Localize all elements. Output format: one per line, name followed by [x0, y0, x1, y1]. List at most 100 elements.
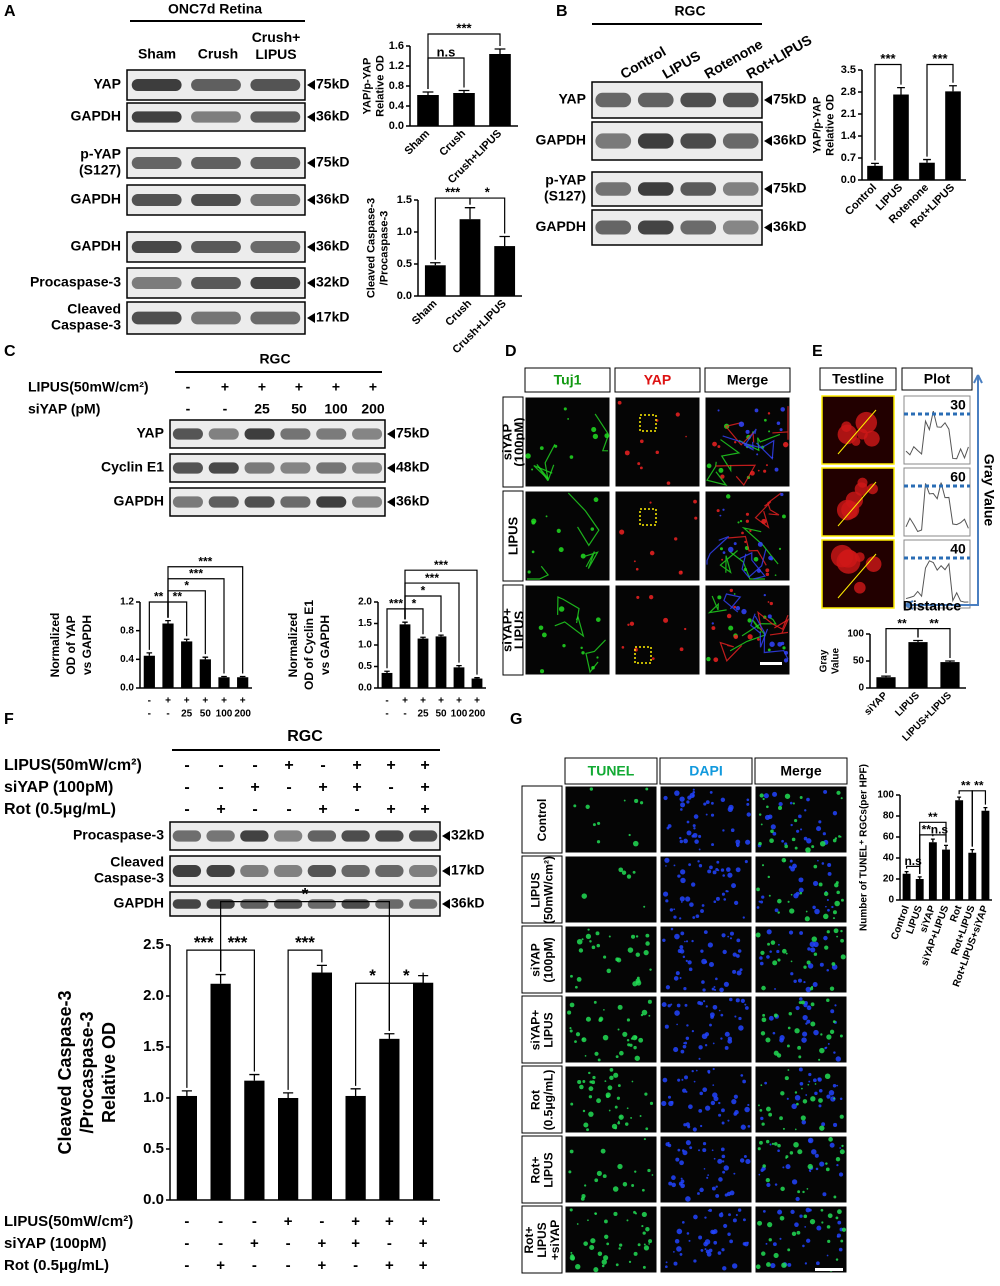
blot-label: GAPDH: [70, 191, 121, 207]
cell: [634, 798, 639, 804]
cell: [626, 1039, 630, 1042]
cell: [779, 1035, 785, 1041]
cell: [718, 1009, 721, 1012]
cell: [674, 933, 680, 940]
cell: [594, 1212, 597, 1215]
neurite: [772, 406, 789, 440]
band: [273, 830, 303, 842]
error-bar: [420, 636, 426, 639]
cell: [643, 905, 646, 908]
cell: [760, 950, 765, 956]
condition-mark: -: [354, 801, 359, 818]
cell: [753, 556, 759, 562]
condition-mark: +: [386, 757, 395, 774]
cell: [697, 1192, 700, 1195]
cell: [617, 400, 622, 405]
cell: [649, 501, 652, 504]
cell: [594, 1051, 599, 1056]
cell: [719, 987, 724, 993]
cell: [642, 1231, 646, 1235]
cell: [639, 1115, 642, 1117]
band: [595, 182, 632, 196]
marker-arrow: [387, 463, 395, 473]
marker-arrow: [764, 222, 772, 233]
cell: [531, 550, 535, 554]
bar: [413, 982, 434, 1200]
cell: [661, 1002, 667, 1008]
cell: [806, 960, 811, 965]
bar: [453, 93, 475, 126]
axis-arrows: [904, 374, 983, 610]
cell: [782, 948, 787, 954]
cell: [765, 572, 770, 577]
condition-mark: -: [184, 757, 189, 774]
condition-mark: +: [284, 757, 293, 774]
cell: [827, 863, 832, 868]
cell: [735, 606, 741, 611]
cell: [733, 593, 736, 595]
cell: [570, 1102, 574, 1106]
cell: [790, 823, 793, 827]
condition-mark: 100: [216, 709, 233, 720]
bar: [399, 624, 411, 688]
cell: [865, 556, 882, 572]
row-label: LIPUS: [511, 611, 526, 650]
cell: [722, 874, 725, 877]
cell: [760, 900, 764, 904]
bar: [919, 162, 935, 180]
cell: [679, 836, 682, 840]
condition-mark: -: [385, 709, 388, 720]
bar: [459, 219, 481, 296]
cell: [767, 648, 771, 652]
cell: [593, 497, 599, 503]
cell: [826, 968, 829, 972]
y-tick-label: 40: [883, 853, 895, 864]
cell: [824, 1046, 827, 1050]
cell: [725, 494, 731, 499]
cell: [608, 935, 611, 938]
band: [722, 220, 759, 235]
cell: [687, 1125, 691, 1129]
size-label: 36kD: [316, 191, 349, 207]
error-bar: [249, 1073, 260, 1081]
cell: [636, 595, 640, 599]
blot-label: Procaspase-3: [73, 827, 164, 843]
cell: [777, 1143, 781, 1148]
condition-mark: +: [250, 1235, 259, 1252]
error-bar: [913, 639, 923, 643]
micrograph: [524, 490, 611, 582]
cell: [768, 555, 773, 561]
cell: [637, 462, 641, 466]
cell: [828, 1090, 835, 1096]
cell: [794, 846, 798, 850]
bar: [424, 265, 446, 296]
condition-mark: 50: [291, 401, 307, 417]
cell: [603, 1008, 605, 1011]
cell: [790, 893, 793, 896]
band: [172, 865, 202, 877]
cell: [732, 1218, 737, 1223]
cell: [807, 963, 814, 969]
significance-bracket: [932, 834, 947, 843]
cell: [777, 1149, 780, 1153]
row-label: (50mW/cm²): [542, 856, 556, 924]
cell: [700, 1249, 704, 1252]
cell: [613, 1072, 619, 1078]
cell: [786, 1097, 789, 1100]
bar: [968, 852, 977, 900]
cell: [707, 942, 713, 948]
cell: [803, 1001, 808, 1006]
cell: [806, 797, 810, 802]
cell: [818, 882, 823, 887]
cell: [722, 1170, 726, 1174]
condition-mark: -: [286, 779, 291, 796]
cell: [784, 793, 791, 799]
row-box: [502, 396, 524, 488]
cell: [740, 1074, 744, 1077]
cell: [839, 1097, 843, 1101]
cell: [679, 896, 685, 902]
cell: [711, 1230, 716, 1235]
y-axis-title: Cleaved Caspase-3: [55, 990, 75, 1154]
cell: [584, 1054, 587, 1057]
cell: [701, 958, 707, 965]
